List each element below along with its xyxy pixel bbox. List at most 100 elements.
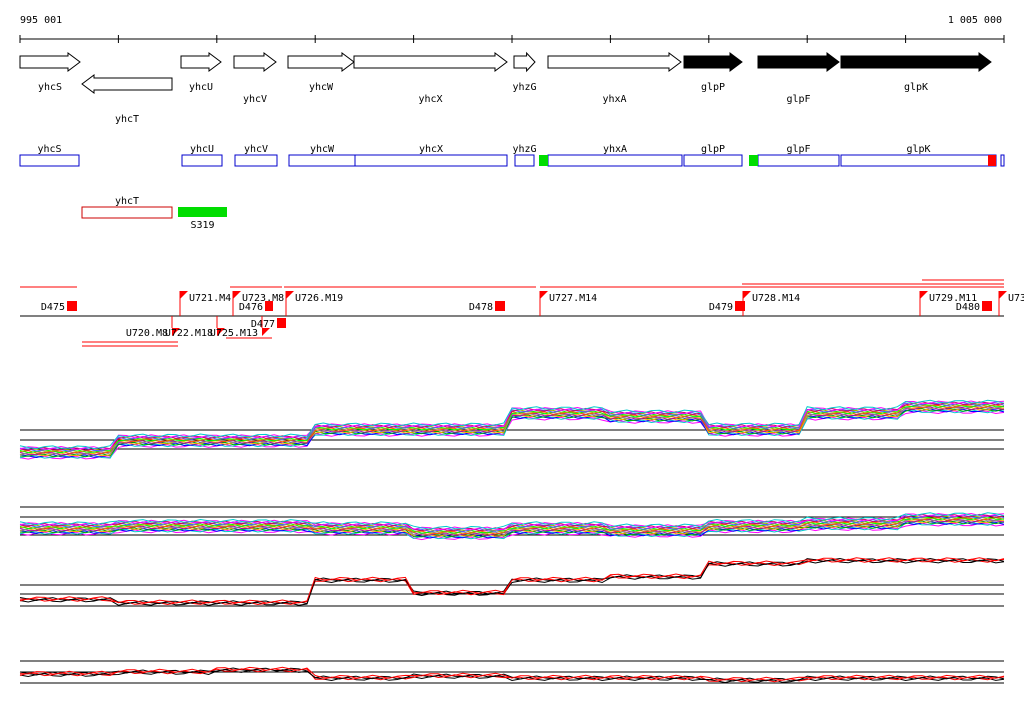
annotation-box <box>181 154 223 167</box>
feature-marker <box>749 155 758 166</box>
segment-block <box>265 301 273 311</box>
annotation-label: yhzG <box>512 144 536 155</box>
gene-arrow <box>683 52 743 72</box>
gene-label: glpK <box>904 82 928 93</box>
expression-panel <box>19 557 1005 607</box>
annotation-label: glpF <box>786 144 810 155</box>
gene-arrow <box>353 52 508 72</box>
segment-flag <box>217 328 225 336</box>
annotation-label: yhxA <box>603 144 627 155</box>
expression-profile <box>19 668 1005 684</box>
annotation-track: yhcS yhcU yhcV yhcW yhcX yhzG yhxA glpP glpF glpK… <box>19 144 1005 219</box>
segment-flag <box>286 291 294 299</box>
annotation-label: yhcT <box>115 196 139 207</box>
annotation-box <box>840 154 997 167</box>
gene-arrow <box>287 52 355 72</box>
annotation-box <box>1000 154 1005 167</box>
gene-track: yhcS yhcT yhcU yhcV yhcW yhcX yhzG yhxA glpP glpF… <box>19 51 992 125</box>
gene-label: yhcW <box>309 82 334 93</box>
expression-profile <box>19 401 1005 451</box>
expression-profile <box>19 522 1005 541</box>
gene-label: yhcX <box>418 94 442 105</box>
gene-arrow <box>513 51 536 73</box>
expression-panel <box>19 399 1005 460</box>
gene-label: yhcT <box>115 114 139 125</box>
expression-profile <box>19 557 1005 604</box>
segment-flag <box>540 291 548 299</box>
segment-block <box>735 301 745 311</box>
segment-label: U720.M8 <box>126 328 168 339</box>
gene-label: yhcV <box>243 94 267 105</box>
expression-profile <box>19 518 1005 537</box>
feature-label: S319 <box>190 220 214 231</box>
segment-flag <box>180 291 188 299</box>
annotation-box <box>547 154 683 167</box>
segment-label: U721.M4 <box>189 293 231 304</box>
annotation-label: glpP <box>701 144 725 155</box>
segment-flag <box>233 291 241 299</box>
segment-label: U726.M19 <box>295 293 343 304</box>
segment-block <box>982 301 992 311</box>
gene-label: yhcU <box>189 82 213 93</box>
segment-flag <box>743 291 751 299</box>
gene-label: glpF <box>786 94 810 105</box>
gene-arrow <box>81 74 173 94</box>
segment-label: D478 <box>469 302 493 313</box>
segment-label: D476 <box>239 302 263 313</box>
expression-profile <box>19 513 1005 532</box>
segment-block <box>277 318 286 328</box>
start-coordinate-label: 995 001 <box>20 15 62 26</box>
annotation-box <box>81 206 173 219</box>
gene-label: glpP <box>701 82 725 93</box>
expression-profile <box>19 410 1005 460</box>
annotation-box <box>354 154 508 167</box>
feature-marker <box>988 155 996 166</box>
gene-arrow <box>547 52 682 72</box>
coordinate-ruler: 995 001 1 005 000 <box>19 15 1005 43</box>
gene-label: yhzG <box>512 82 536 93</box>
segment-flag <box>999 291 1007 299</box>
annotation-label: yhcU <box>190 144 214 155</box>
segment-label: U725.M13 <box>210 328 258 339</box>
segment-block <box>67 301 77 311</box>
segment-flag <box>172 328 180 336</box>
expression-profile <box>19 559 1005 606</box>
segment-label: U727.M14 <box>549 293 597 304</box>
annotation-label: yhcS <box>37 144 61 155</box>
segment-label: D477 <box>251 319 275 330</box>
segment-flag <box>262 328 270 336</box>
segment-label: U73 <box>1008 293 1024 304</box>
segment-label: D480 <box>956 302 980 313</box>
expression-profile <box>19 666 1005 681</box>
annotation-box <box>288 154 356 167</box>
segment-label: U722.M18 <box>165 328 213 339</box>
feature-marker <box>539 155 548 166</box>
segment-label: D479 <box>709 302 733 313</box>
segment-block <box>495 301 505 311</box>
expression-panel <box>19 660 1005 684</box>
annotation-box <box>683 154 743 167</box>
expression-panel <box>19 506 1005 541</box>
ruler-ticks <box>19 35 1005 43</box>
gene-label: yhcS <box>38 82 62 93</box>
feature-track: S319 <box>178 155 996 231</box>
gene-arrow <box>19 52 81 72</box>
segment-label: U728.M14 <box>752 293 800 304</box>
gene-arrow <box>233 52 277 72</box>
segment-label: U723.M8 <box>242 293 284 304</box>
gene-arrow <box>180 52 222 72</box>
end-coordinate-label: 1 005 000 <box>948 15 1002 26</box>
expression-profile <box>19 399 1005 450</box>
segment-flag <box>920 291 928 299</box>
feature-marker <box>178 207 227 217</box>
annotation-label: glpK <box>906 144 930 155</box>
annotation-box <box>514 154 535 167</box>
gene-label: yhxA <box>602 94 626 105</box>
annotation-label: yhcV <box>244 144 268 155</box>
expression-profile <box>19 512 1005 530</box>
gene-arrow <box>757 52 840 72</box>
annotation-box <box>234 154 278 167</box>
annotation-box <box>19 154 80 167</box>
